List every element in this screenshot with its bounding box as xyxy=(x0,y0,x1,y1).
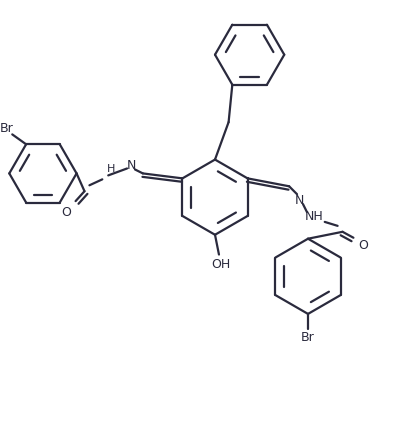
Text: N: N xyxy=(294,194,303,207)
Text: O: O xyxy=(62,206,71,218)
Text: Br: Br xyxy=(0,122,13,135)
Text: Br: Br xyxy=(300,331,314,344)
Text: OH: OH xyxy=(211,258,230,271)
Text: H: H xyxy=(107,164,115,174)
Text: NH: NH xyxy=(304,210,322,224)
Text: N: N xyxy=(126,159,136,172)
Text: O: O xyxy=(358,239,367,252)
